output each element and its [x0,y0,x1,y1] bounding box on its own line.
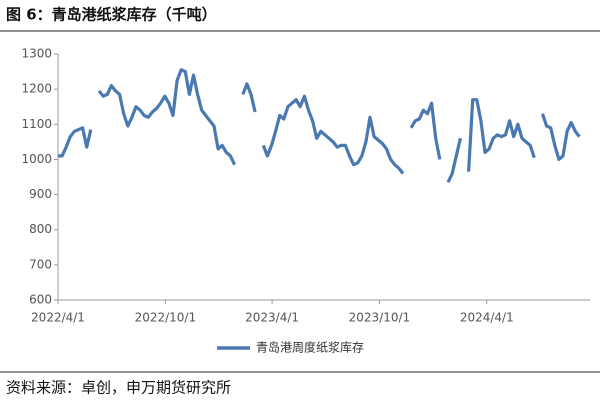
legend-label: 青岛港周度纸浆库存 [256,340,364,355]
y-tick-label: 700 [29,257,52,271]
x-tick-label: 2023/4/1 [245,311,299,325]
y-tick-label: 900 [29,187,52,201]
x-tick-label: 2024/4/1 [460,311,514,325]
chart-title: 图 6：青岛港纸浆库存（千吨） [6,6,217,24]
y-tick-label: 1300 [21,47,52,61]
y-tick-label: 600 [29,293,52,307]
x-tick-label: 2023/10/1 [349,311,411,325]
series-line [58,68,581,183]
y-tick-label: 1200 [21,82,52,96]
y-tick-label: 1100 [21,117,52,131]
y-tick-label: 800 [29,222,52,236]
x-tick-label: 2022/4/1 [31,311,85,325]
x-tick-label: 2022/10/1 [135,311,197,325]
source-note: 资料来源：卓创，申万期货研究所 [6,379,231,397]
y-tick-label: 1000 [21,152,52,166]
